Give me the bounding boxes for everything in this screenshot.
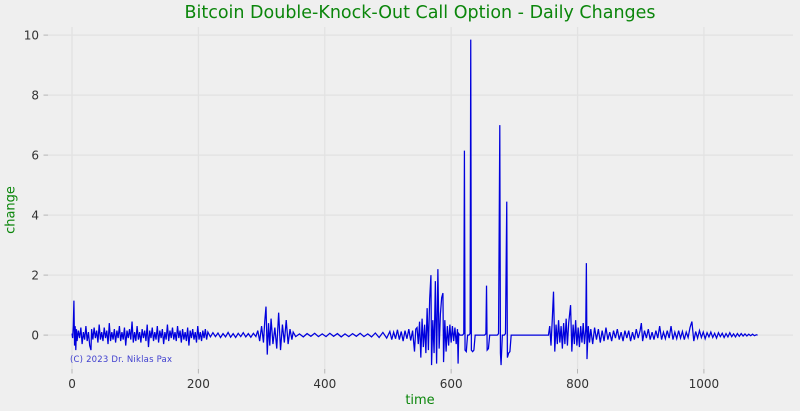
y-tick-label: 0 — [31, 329, 39, 343]
x-tick-label: 600 — [440, 377, 463, 391]
copyright-watermark: (C) 2023 Dr. Niklas Pax — [70, 355, 173, 365]
x-tick-label: 800 — [566, 377, 589, 391]
x-axis-label: time — [405, 393, 435, 408]
daily-change-line — [71, 39, 758, 366]
y-tick-label: 8 — [31, 89, 39, 103]
chart-title: Bitcoin Double-Knock-Out Call Option - D… — [184, 3, 656, 23]
y-tick-label: 4 — [31, 209, 39, 223]
x-tick-label: 0 — [68, 377, 76, 391]
y-tick-label: 6 — [31, 149, 39, 163]
x-tick-label: 200 — [187, 377, 210, 391]
y-axis-label: change — [3, 186, 19, 234]
y-tick-label: 2 — [31, 269, 39, 283]
x-tick-label: 400 — [313, 377, 336, 391]
y-tick-label: 10 — [24, 29, 39, 43]
x-tick-label: 1000 — [689, 377, 720, 391]
